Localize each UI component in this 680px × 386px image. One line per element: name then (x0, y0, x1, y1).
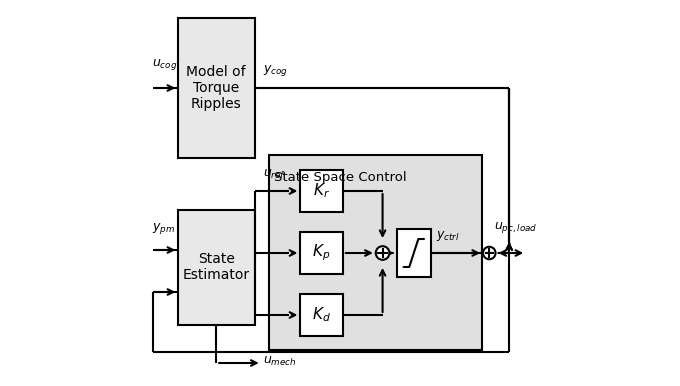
Text: $u_{ref}$: $u_{ref}$ (263, 168, 286, 181)
Circle shape (483, 247, 496, 259)
FancyBboxPatch shape (269, 155, 482, 350)
Text: $K_r$: $K_r$ (313, 182, 330, 200)
FancyBboxPatch shape (178, 210, 255, 325)
Text: $K_p$: $K_p$ (312, 243, 330, 263)
Text: $y_{pm}$: $y_{pm}$ (152, 221, 175, 236)
Text: $u_{cog}$: $u_{cog}$ (152, 57, 177, 72)
Text: $u_{mech}$: $u_{mech}$ (262, 355, 296, 368)
Text: State
Estimator: State Estimator (183, 252, 250, 282)
Text: State Space Control: State Space Control (273, 171, 406, 184)
Text: Model of
Torque
Ripples: Model of Torque Ripples (186, 65, 246, 111)
Circle shape (376, 246, 390, 260)
FancyBboxPatch shape (301, 232, 343, 274)
Text: $y_{ctrl}$: $y_{ctrl}$ (437, 229, 460, 243)
Text: $K_d$: $K_d$ (312, 306, 330, 324)
Text: $u_{pc,load}$: $u_{pc,load}$ (494, 220, 537, 235)
FancyBboxPatch shape (178, 18, 255, 158)
Text: $y_{cog}$: $y_{cog}$ (263, 63, 288, 78)
FancyBboxPatch shape (301, 170, 343, 212)
FancyBboxPatch shape (301, 294, 343, 336)
FancyBboxPatch shape (396, 229, 431, 277)
